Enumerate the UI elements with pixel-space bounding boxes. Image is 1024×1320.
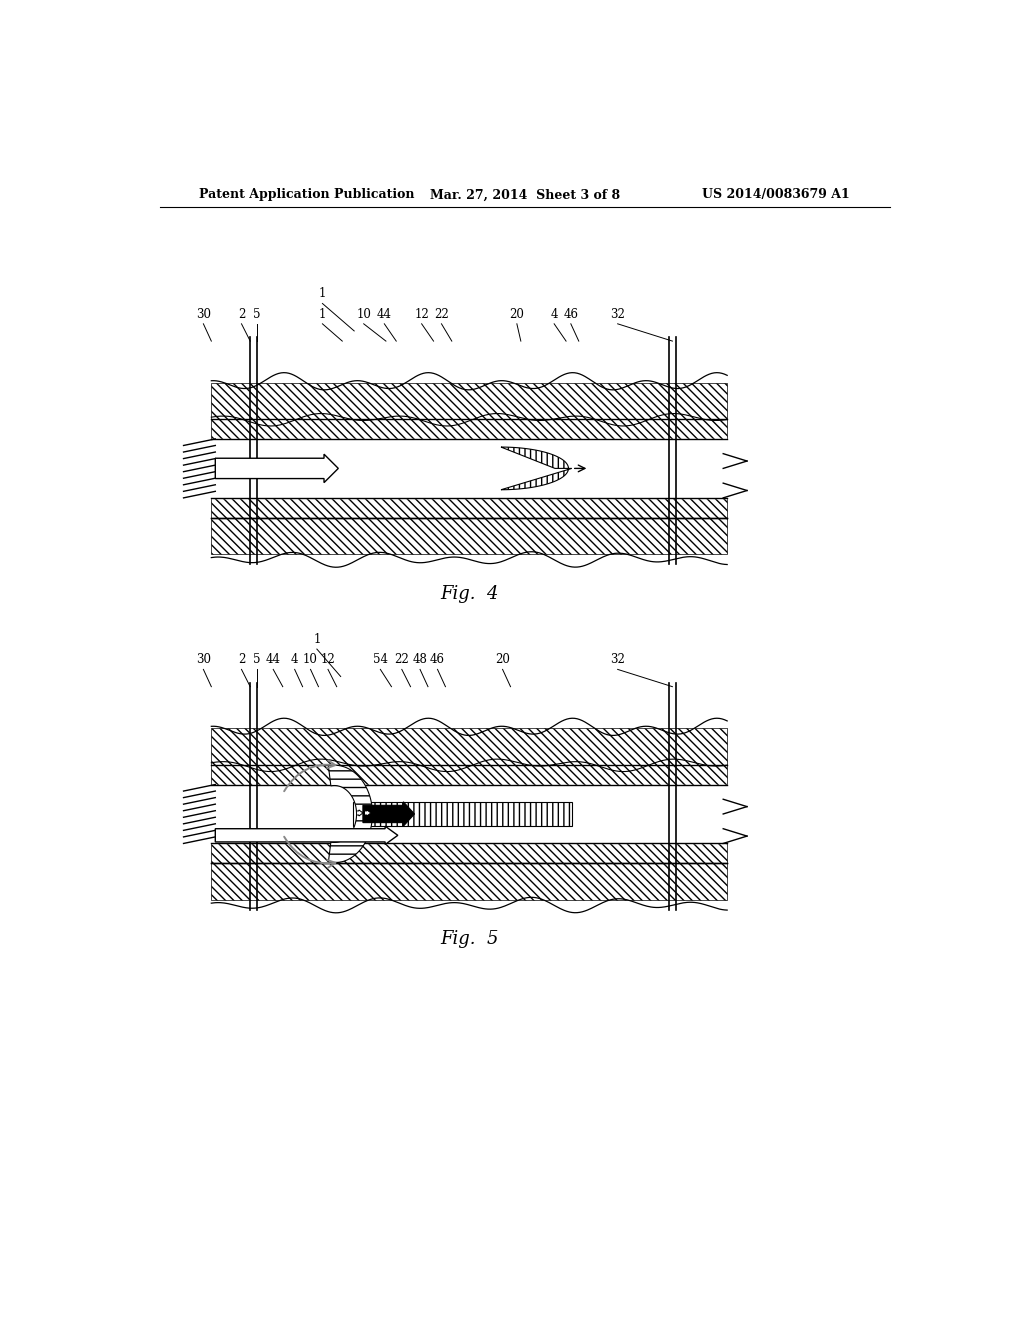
Text: 22: 22 — [394, 653, 410, 667]
Text: 4: 4 — [291, 653, 298, 667]
Text: 30: 30 — [196, 653, 211, 667]
FancyArrow shape — [356, 810, 362, 816]
Bar — [211, 517, 727, 554]
Text: 46: 46 — [563, 308, 579, 321]
Bar — [211, 863, 727, 900]
Text: 20: 20 — [509, 308, 524, 321]
Text: Fig.  5: Fig. 5 — [440, 931, 499, 948]
Bar — [211, 498, 727, 517]
Text: 32: 32 — [610, 308, 625, 321]
Bar — [211, 383, 727, 420]
Text: Fig.  4: Fig. 4 — [440, 585, 499, 602]
Text: 5: 5 — [253, 308, 260, 321]
Text: Patent Application Publication: Patent Application Publication — [200, 189, 415, 202]
Text: 2: 2 — [238, 653, 245, 667]
Bar — [211, 420, 727, 440]
Text: 30: 30 — [196, 308, 211, 321]
Text: 48: 48 — [413, 653, 427, 667]
Text: 12: 12 — [415, 308, 429, 321]
Text: Mar. 27, 2014  Sheet 3 of 8: Mar. 27, 2014 Sheet 3 of 8 — [430, 189, 620, 202]
Text: 22: 22 — [434, 308, 449, 321]
Text: 10: 10 — [356, 308, 371, 321]
FancyArrowPatch shape — [284, 760, 336, 791]
Text: 2: 2 — [238, 308, 245, 321]
FancyArrow shape — [365, 810, 371, 816]
Bar — [211, 764, 727, 784]
Polygon shape — [329, 766, 373, 863]
Text: 12: 12 — [321, 653, 336, 667]
Text: 20: 20 — [496, 653, 510, 667]
Text: 32: 32 — [610, 653, 625, 667]
FancyArrow shape — [215, 454, 338, 483]
FancyArrowPatch shape — [284, 837, 336, 867]
Text: 1: 1 — [318, 288, 326, 301]
Text: 5: 5 — [253, 653, 260, 667]
Bar — [352, 801, 572, 826]
FancyArrow shape — [362, 801, 415, 826]
Bar — [211, 843, 727, 863]
Text: 44: 44 — [266, 653, 281, 667]
Text: 1: 1 — [313, 634, 321, 645]
Text: US 2014/0083679 A1: US 2014/0083679 A1 — [702, 189, 850, 202]
Text: 1: 1 — [318, 308, 326, 321]
Text: 54: 54 — [373, 653, 388, 667]
FancyArrow shape — [215, 826, 397, 845]
Text: 10: 10 — [303, 653, 318, 667]
Bar — [211, 729, 727, 764]
Text: 46: 46 — [430, 653, 445, 667]
Text: 4: 4 — [551, 308, 558, 321]
Text: 44: 44 — [377, 308, 392, 321]
Polygon shape — [501, 447, 571, 490]
